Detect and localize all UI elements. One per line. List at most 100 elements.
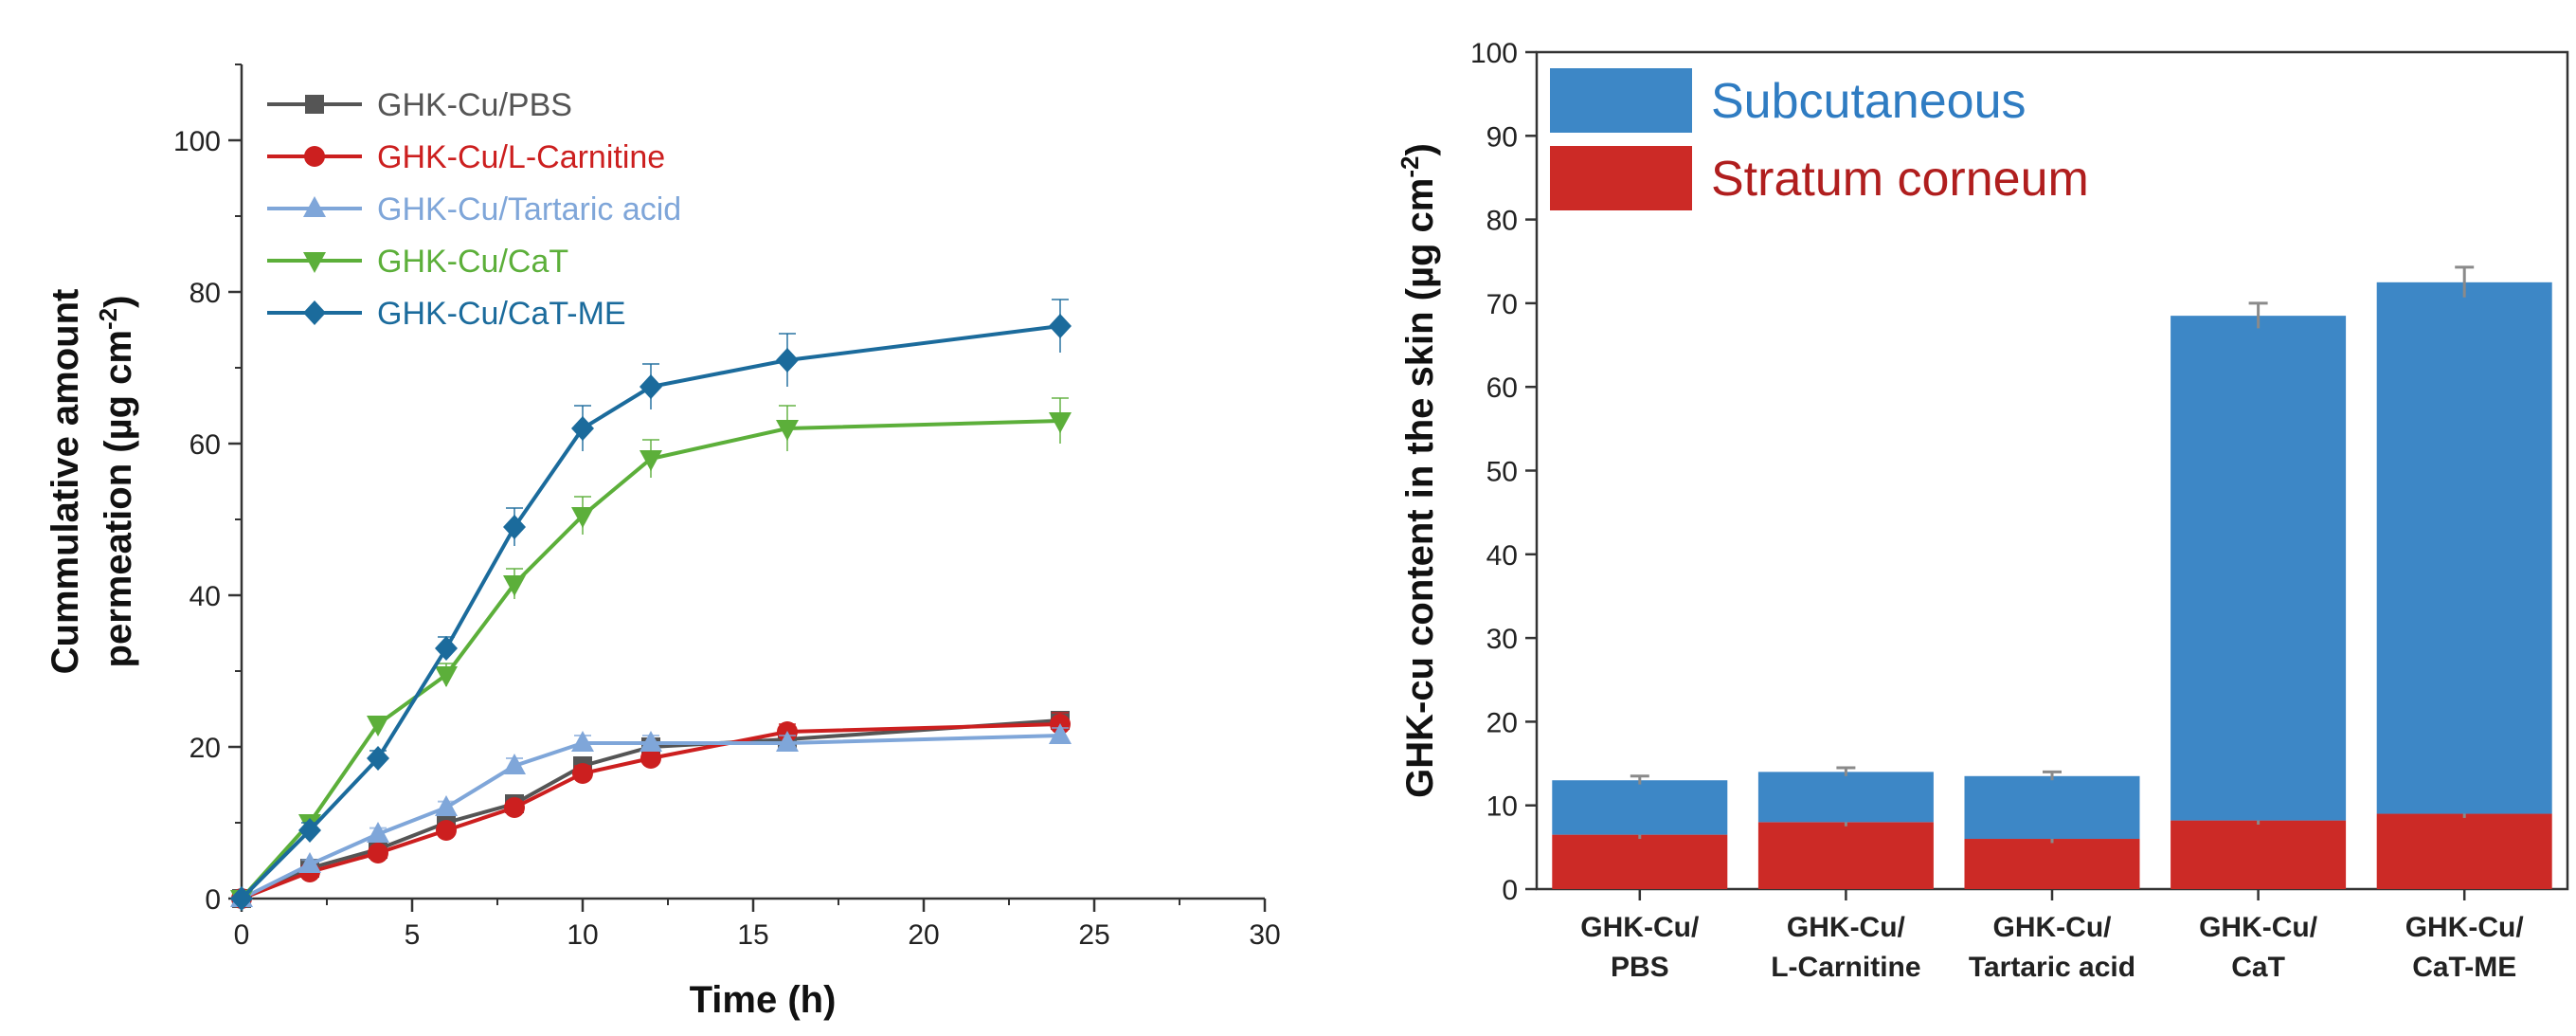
bar-chart-y-tick-label-50: 50 [1486, 457, 1518, 488]
line-series-ghk-cu-tartaric-acid-point-6 [639, 731, 662, 752]
bar-stratum-corneum-ghk-cu-l-carnitine [1757, 822, 1934, 889]
bar-chart-y-tick-label-100: 100 [1470, 38, 1518, 69]
line-series-ghk-cu-tartaric-acid-point-2 [367, 822, 389, 843]
bar-chart-y-tick-label-20: 20 [1486, 707, 1518, 738]
line-chart-y-tick-labels: 0 20 40 60 80 100 [173, 126, 221, 916]
legend-label-ghk-cu-tartaric-acid: GHK-Cu/Tartaric acid [377, 191, 681, 227]
line-chart-y-tick-label-60: 60 [189, 429, 221, 461]
line-series-ghk-cu-cat-point-7 [776, 420, 799, 441]
line-chart-y-tick-label-40: 40 [189, 581, 221, 612]
bar-stratum-corneum-ghk-cu-cat-me [2376, 813, 2552, 889]
bar-subcutaneous-ghk-cu-l-carnitine [1757, 772, 1934, 823]
bar-stratum-corneum-ghk-cu-tartaric-acid [1964, 839, 2140, 889]
line-series-ghk-cu-tartaric-acid [230, 723, 1072, 907]
line-chart-legend: GHK-Cu/PBS GHK-Cu/L-Carnitine GHK-Cu/Tarta… [267, 87, 681, 332]
legend-label-ghk-cu-l-carnitine: GHK-Cu/L-Carnitine [377, 139, 665, 175]
bar-subcutaneous-ghk-cu-cat [2171, 316, 2347, 821]
legend-label-ghk-cu-pbs: GHK-Cu/PBS [377, 87, 572, 123]
line-series-ghk-cu-cat-me-point-0 [230, 886, 253, 911]
line-chart-x-tick-label-25: 25 [1078, 919, 1109, 951]
line-series-ghk-cu-cat-point-6 [639, 450, 662, 471]
line-series-ghk-cu-tartaric-acid-point-3 [435, 795, 458, 816]
line-chart-x-tick-label-15: 15 [737, 919, 768, 951]
line-series-ghk-cu-cat [230, 397, 1072, 911]
bar-chart-y-tick-label-0: 0 [1502, 875, 1518, 906]
category-label-ghk-cu-l-carnitine-line-1: GHK-Cu/ [1787, 912, 1906, 943]
line-chart-y-axis-unit-exponent: -2 [94, 308, 122, 330]
line-chart-y-tick-label-0: 0 [205, 884, 221, 916]
bar-chart-category-labels: GHK-Cu/PBS GHK-Cu/L-Carnitine GHK-Cu/Tarta… [1580, 912, 2524, 983]
line-chart-y-axis-unit: permeation (µg cm [98, 330, 139, 667]
line-series-ghk-cu-cat-point-5 [571, 507, 594, 528]
line-chart-x-axis-title: Time (h) [690, 979, 837, 1021]
category-label-ghk-cu-pbs-line-1: GHK-Cu/ [1580, 912, 1700, 943]
line-series-ghk-cu-cat-me [230, 299, 1072, 911]
category-label-ghk-cu-cat-me-line-1: GHK-Cu/ [2405, 912, 2525, 943]
bar-chart-y-tick-label-10: 10 [1486, 791, 1518, 823]
line-series-ghk-cu-cat-me-point-2 [367, 746, 389, 771]
line-series-ghk-cu-cat-me-point-7 [776, 348, 799, 373]
bar-chart-legend: Subcutaneous Stratum corneum [1550, 68, 2089, 210]
bar-chart-y-tick-label-80: 80 [1486, 206, 1518, 237]
line-series-ghk-cu-tartaric-acid-point-7 [776, 731, 799, 752]
legend-marker-ghk-cu-l-carnitine [304, 146, 325, 167]
bar-legend-swatch-subcutaneous [1550, 68, 1692, 133]
legend-item-ghk-cu-pbs: GHK-Cu/PBS [267, 87, 572, 123]
line-series-ghk-cu-tartaric-acid-point-1 [298, 852, 321, 873]
category-label-ghk-cu-l-carnitine-line-2: L-Carnitine [1771, 952, 1920, 983]
line-series-ghk-cu-cat-point-8 [1049, 412, 1072, 433]
bar-stack-ghk-cu-tartaric-acid [1964, 770, 2140, 889]
line-series-ghk-cu-cat-point-2 [367, 716, 389, 736]
category-label-ghk-cu-tartaric-acid-line-2: Tartaric acid [1969, 952, 2135, 983]
line-series-ghk-cu-cat-me-point-1 [298, 818, 321, 843]
line-chart-series [230, 299, 1072, 911]
bar-legend-item-stratum-corneum: Stratum corneum [1550, 146, 2089, 210]
line-chart-x-tick-labels: 0 5 10 15 20 25 30 [234, 919, 1281, 951]
legend-marker-ghk-cu-cat-me [303, 300, 326, 325]
bar-legend-label-subcutaneous: Subcutaneous [1711, 74, 2027, 129]
line-series-ghk-cu-cat-me-point-8 [1049, 314, 1072, 338]
bar-stratum-corneum-ghk-cu-pbs [1552, 834, 1728, 889]
bar-chart-y-axis-unit-close: ) [1399, 143, 1441, 155]
bar-stack-ghk-cu-cat [2171, 301, 2347, 889]
line-series-ghk-cu-l-carnitine-point-6 [640, 748, 661, 769]
legend-label-ghk-cu-cat: GHK-Cu/CaT [377, 244, 568, 280]
legend-item-ghk-cu-tartaric-acid: GHK-Cu/Tartaric acid [267, 191, 681, 227]
bar-chart-y-tick-label-30: 30 [1486, 624, 1518, 655]
bar-chart-y-axis-unit-exponent: -2 [1396, 156, 1424, 178]
line-chart-x-tick-label-0: 0 [234, 919, 250, 951]
bar-legend-item-subcutaneous: Subcutaneous [1550, 68, 2027, 133]
bar-chart-y-axis-title-text: GHK-cu content in the skin (µg cm [1399, 178, 1441, 798]
line-series-ghk-cu-l-carnitine-point-4 [504, 797, 525, 818]
bar-subcutaneous-ghk-cu-cat-me [2376, 282, 2552, 814]
bar-chart-y-axis-title: GHK-cu content in the skin (µg cm-2) [1396, 143, 1441, 798]
bar-subcutaneous-ghk-cu-pbs [1552, 780, 1728, 835]
bar-stack-ghk-cu-pbs [1552, 774, 1728, 889]
legend-item-ghk-cu-cat: GHK-Cu/CaT [267, 244, 568, 280]
line-series-ghk-cu-cat-point-3 [435, 666, 458, 687]
line-chart-y-axis-title-line-1: Cummulative amount [45, 289, 86, 675]
bar-legend-label-stratum-corneum: Stratum corneum [1711, 152, 2089, 207]
line-series-ghk-cu-l-carnitine-point-2 [368, 843, 388, 863]
bar-chart-y-tick-label-90: 90 [1486, 121, 1518, 153]
line-series-ghk-cu-cat-me-point-3 [435, 636, 458, 661]
line-chart-x-tick-label-10: 10 [567, 919, 598, 951]
line-series-ghk-cu-cat-me-point-4 [503, 515, 526, 539]
legend-item-ghk-cu-l-carnitine: GHK-Cu/L-Carnitine [267, 139, 665, 175]
line-chart-y-axis-title-line-2: permeation (µg cm-2) [94, 296, 139, 668]
line-chart-x-tick-label-5: 5 [405, 919, 421, 951]
bar-chart-bars [1552, 265, 2552, 889]
line-chart-y-tick-label-80: 80 [189, 278, 221, 309]
legend-marker-ghk-cu-pbs [305, 95, 324, 114]
line-chart-y-axis-unit-close: ) [98, 296, 139, 308]
line-chart-y-tick-label-20: 20 [189, 733, 221, 764]
category-label-ghk-cu-tartaric-acid-line-1: GHK-Cu/ [1993, 912, 2113, 943]
category-label-ghk-cu-cat-line-1: GHK-Cu/ [2199, 912, 2318, 943]
line-series-ghk-cu-cat-me-point-5 [571, 416, 594, 441]
line-series-ghk-cu-l-carnitine [231, 712, 1071, 909]
line-series-ghk-cu-tartaric-acid-point-4 [503, 754, 526, 774]
bar-legend-swatch-stratum-corneum [1550, 146, 1692, 210]
